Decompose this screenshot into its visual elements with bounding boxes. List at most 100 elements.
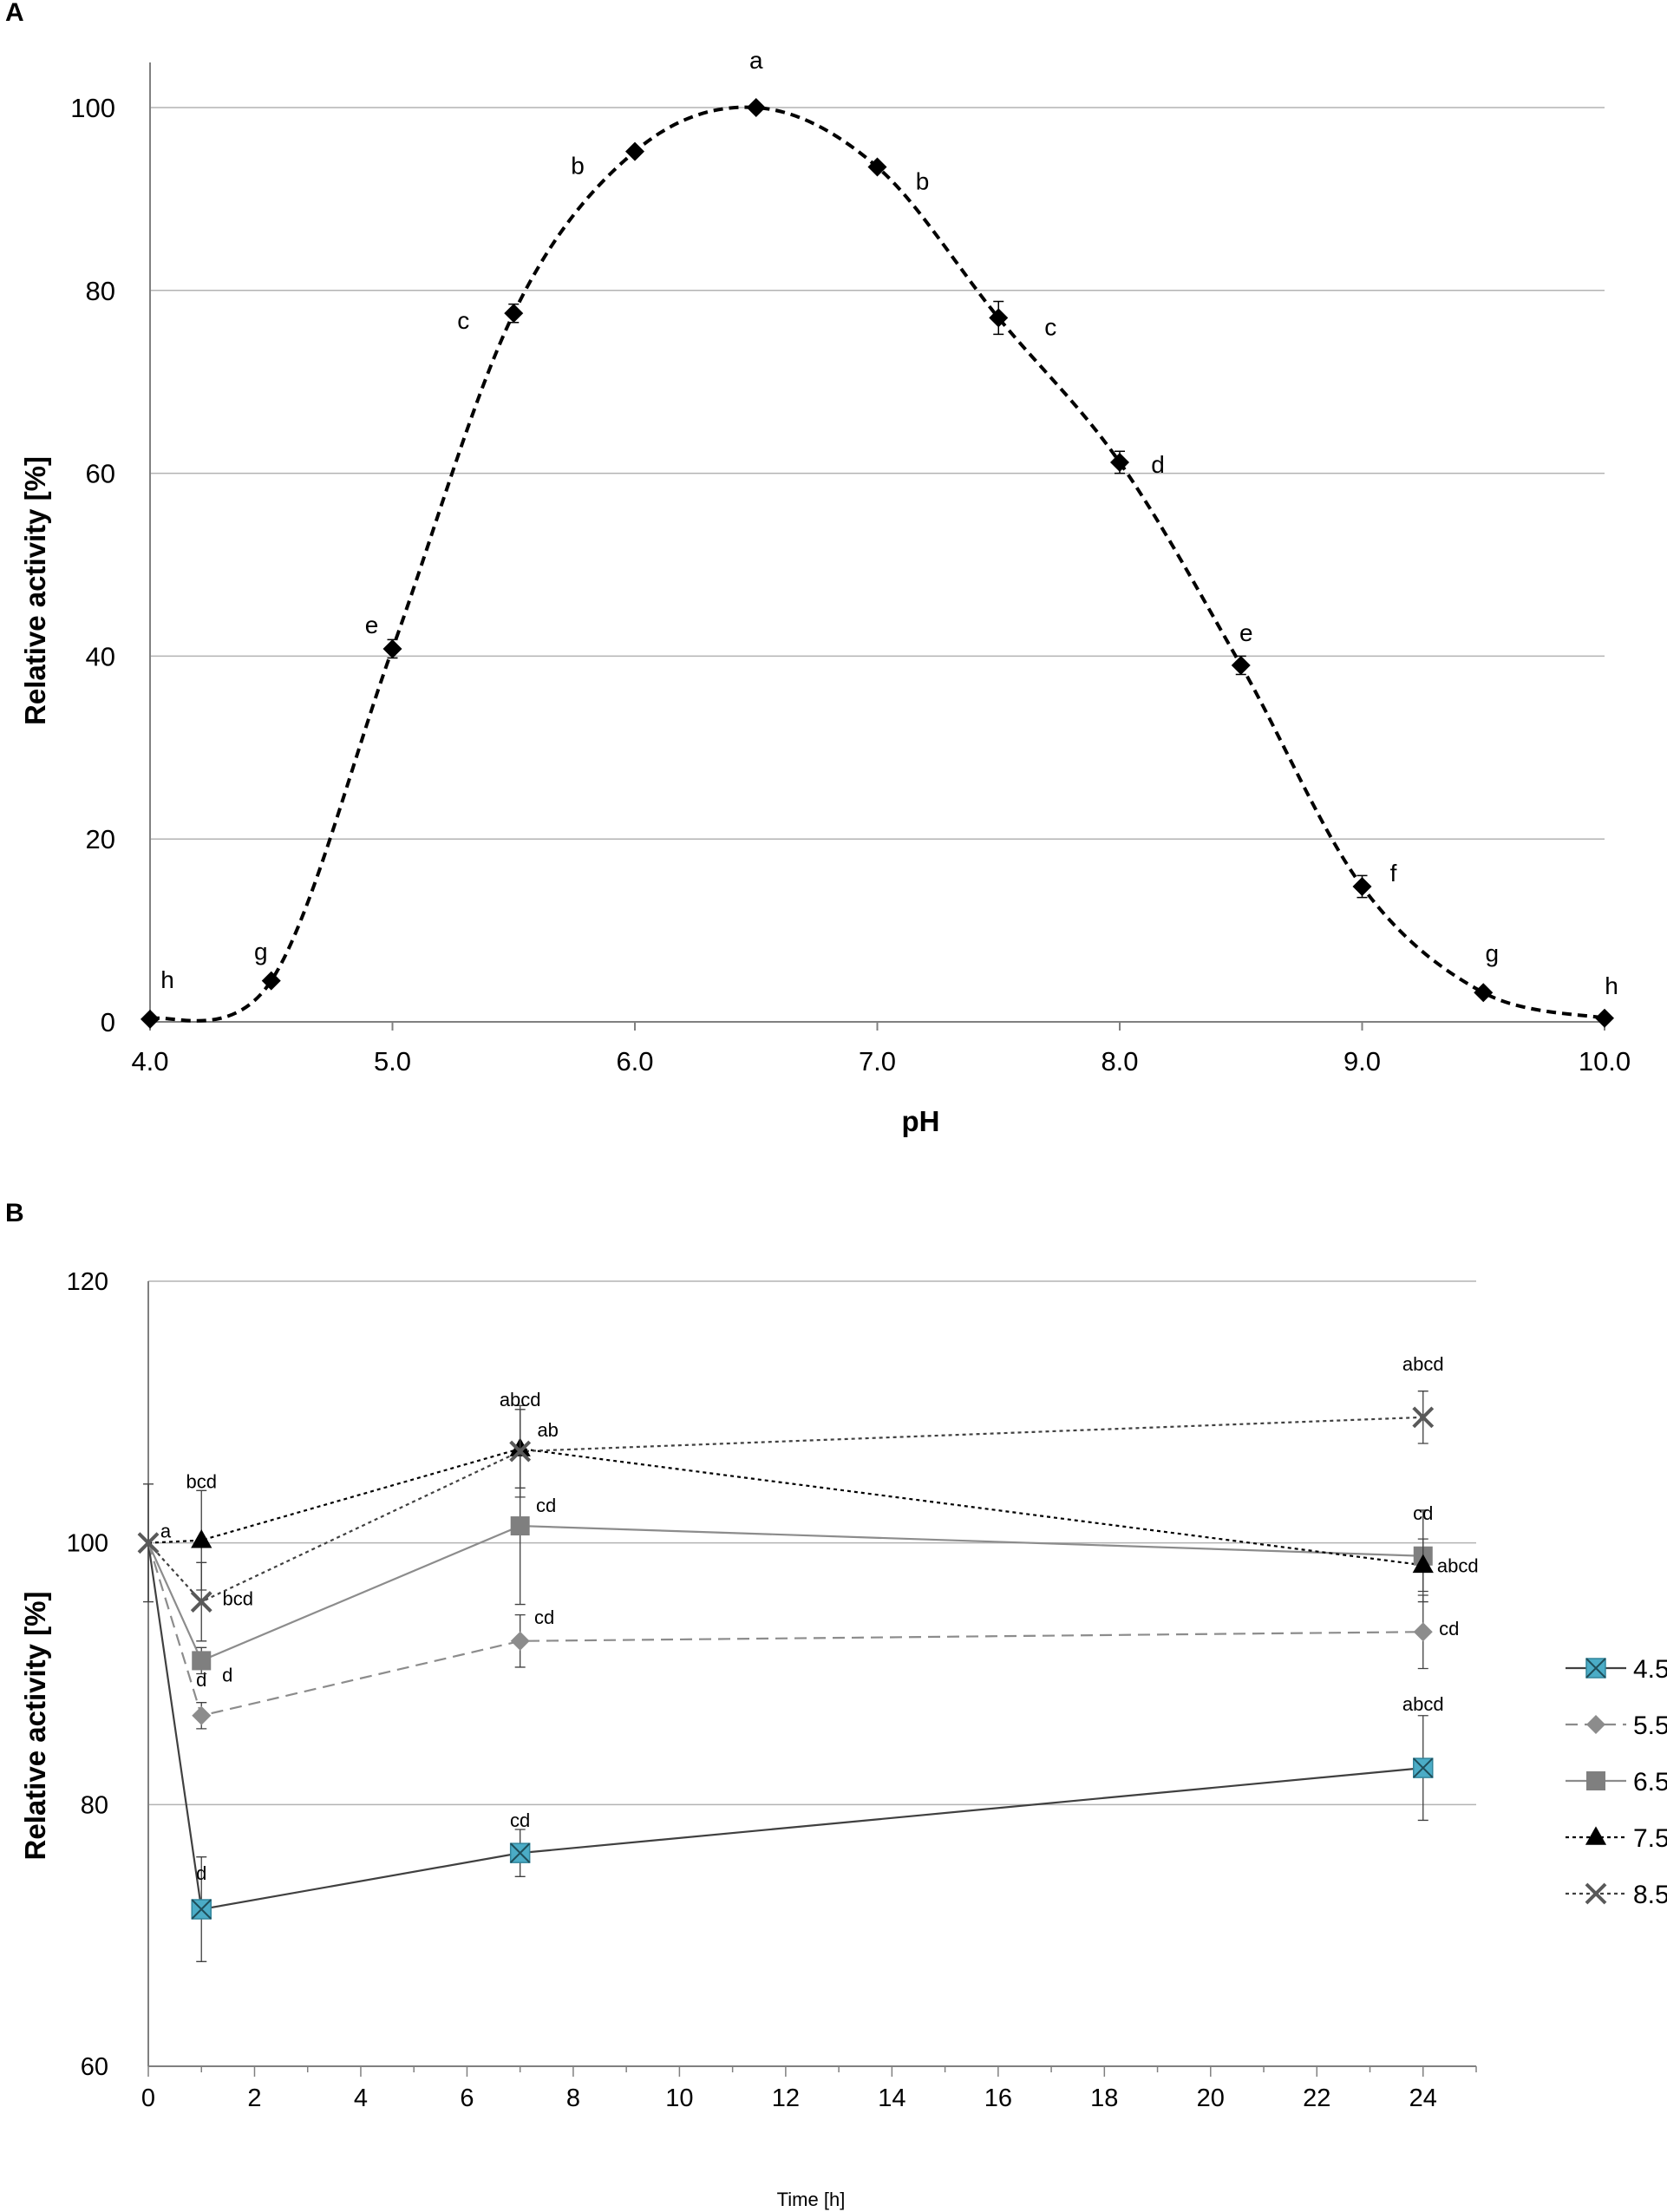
x-tick-label-b: 6 [460,2084,474,2112]
legend-label: 7.5 [1633,1824,1667,1853]
data-point-a [1595,1008,1614,1028]
x-tick-label-a: 9.0 [1343,1046,1381,1077]
x-tick-label-b: 24 [1409,2084,1437,2112]
x-tick-label-b: 14 [878,2084,905,2112]
x-tick-label-b: 20 [1197,2084,1225,2112]
data-point-b-8.5 [1412,1406,1435,1429]
data-point-b-6.5 [192,1651,212,1671]
panel-letter-a: A [5,0,24,27]
series-line-b-5.5 [147,1542,1423,1718]
data-point-a [625,141,644,161]
x-tick-label-b: 16 [984,2084,1012,2112]
data-point-b-5.5 [1413,1622,1433,1642]
data-point-b-4.5-cross [191,1899,212,1920]
data-point-b-4.5-cross [1413,1757,1434,1778]
x-tick-label-b: 0 [141,2084,155,2112]
x-tick-label-a: 10.0 [1579,1046,1631,1077]
y-tick-label-b: 100 [67,1530,108,1558]
x-axis-label-a: pH [902,1105,940,1137]
data-point-b-5.5 [192,1705,212,1725]
y-tick-label-a: 20 [86,824,115,854]
sig-label-b: cd [534,1607,554,1628]
sig-label-b: ab [537,1419,558,1441]
data-point-a [141,1009,160,1029]
sig-label-b: d [222,1664,232,1685]
sig-label-a: b [916,168,930,195]
series-line-a [149,105,1605,1023]
legend-label: 6.5 [1633,1768,1667,1796]
data-point-b-7.5 [191,1529,212,1548]
data-point-b-7.5 [1412,1554,1434,1574]
y-axis-label-b: Relative activity [%] [19,1592,51,1861]
panel-letter-b: B [5,1199,24,1227]
sig-label-a: c [457,307,469,334]
sig-label-a: e [365,612,379,638]
sig-label-b: abcd [1437,1554,1479,1576]
legend-marker [1586,1715,1605,1734]
y-tick-label-a: 80 [86,276,115,306]
x-tick-label-b: 10 [665,2084,693,2112]
x-tick-label-b: 12 [772,2084,800,2112]
sig-label-a: c [1044,313,1056,340]
x-tick-label-a: 7.0 [859,1046,896,1077]
panel-a: A 0 20 40 60 80 100 4.0 5.0 6.0 7.0 8.0 9.0 10.0 pH Rel… [5,0,1631,1137]
series-line-b-4.5 [147,1542,1423,1911]
y-tick-label-b: 60 [81,2053,108,2081]
sig-label-a: a [749,47,763,74]
sig-label-b: abcd [1402,1693,1444,1715]
sig-label-a: h [1605,972,1618,999]
data-point-b-8.5 [137,1532,160,1554]
sig-label-b: bcd [222,1588,252,1610]
legend-label: 8.5 [1633,1881,1667,1909]
sig-label-b: cd [1439,1618,1459,1639]
sig-label-a: b [571,153,585,180]
x-tick-label-b: 4 [354,2084,368,2112]
y-tick-label-a: 40 [86,641,115,671]
legend-marker-cross [1585,1658,1606,1679]
y-tick-label-a: 60 [86,459,115,489]
sig-label-b: cd [1413,1502,1433,1524]
data-point-a [1474,983,1494,1003]
y-tick-label-a: 0 [101,1007,115,1037]
sig-label-b: bcd [186,1471,216,1493]
x-tick-label-a: 4.0 [131,1046,168,1077]
data-point-a [504,304,524,324]
data-point-a [382,638,402,658]
data-point-a [1352,877,1372,897]
legend-marker [1585,1826,1607,1845]
series-line-b-7.5 [147,1447,1423,1567]
data-point-b-8.5 [509,1440,532,1463]
data-point-b-6.5 [510,1516,530,1536]
legend-label: 4.5 [1633,1655,1667,1684]
x-tick-label-a: 6.0 [616,1046,653,1077]
sig-label-b: cd [510,1810,530,1831]
data-point-a [989,308,1009,328]
sig-label-b: abcd [500,1389,541,1410]
y-axis-label-a: Relative activity [%] [19,456,51,725]
x-tick-label-b: 18 [1090,2084,1118,2112]
y-tick-label-a: 100 [70,93,115,123]
sig-label-a: g [254,939,268,965]
legend-marker [1586,1771,1605,1790]
data-point-b-8.5 [190,1591,212,1613]
x-tick-label-b: 2 [247,2084,261,2112]
y-tick-label-b: 80 [81,1791,108,1819]
data-point-a [1110,452,1129,472]
sig-label-b: abcd [1402,1353,1444,1375]
legend-marker [1585,1882,1607,1905]
x-tick-label-b: 22 [1303,2084,1330,2112]
data-point-b-4.5-cross [509,1842,531,1863]
legend-label: 5.5 [1633,1711,1667,1740]
x-tick-label-b: 8 [566,2084,580,2112]
sig-label-a: g [1485,939,1499,966]
series-line-b-8.5 [147,1416,1423,1603]
series-line-b-6.5 [147,1524,1423,1662]
x-axis-label-b: Time [h] [777,2189,846,2210]
x-tick-label-a: 5.0 [374,1046,411,1077]
data-point-a [261,971,281,991]
y-tick-label-b: 120 [67,1268,108,1296]
data-point-a [1231,655,1251,675]
sig-label-b: a [160,1521,172,1542]
x-tick-label-a: 8.0 [1101,1046,1138,1077]
